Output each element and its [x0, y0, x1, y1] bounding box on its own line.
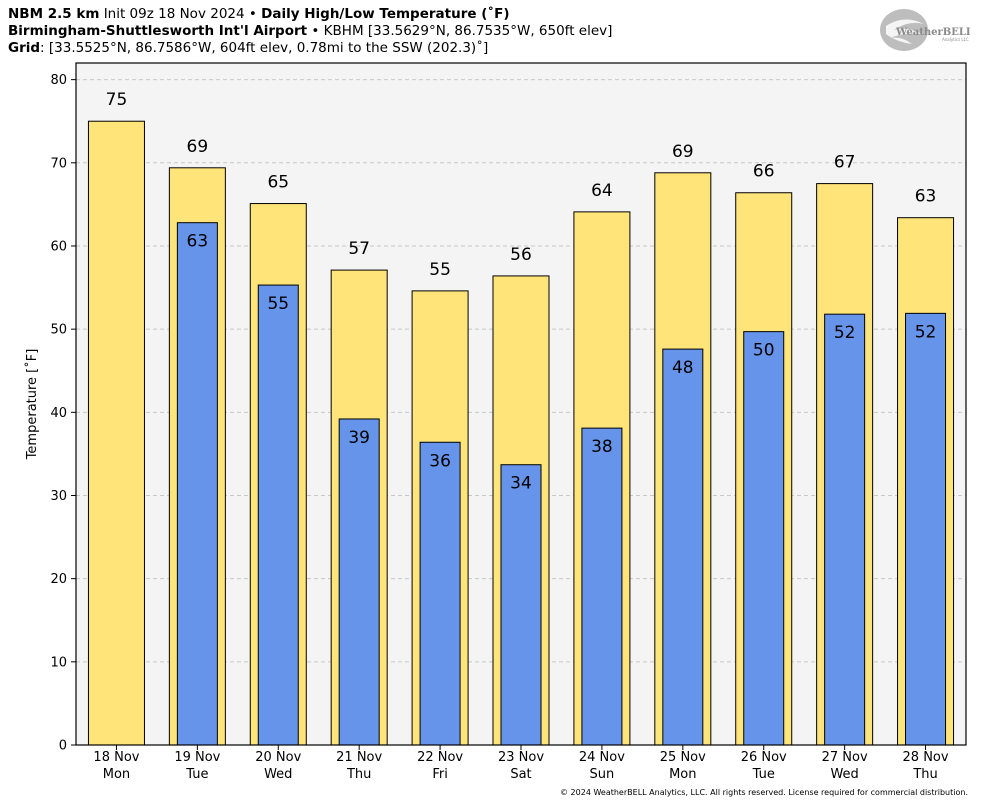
logo-text-line1: WeatherBELL	[895, 27, 970, 38]
x-tick-date: 25 Nov	[660, 750, 706, 765]
low-bar	[824, 313, 866, 746]
low-bar	[662, 348, 704, 746]
model-name: NBM 2.5 km	[8, 6, 100, 22]
copyright-notice: © 2024 WeatherBELL Analytics, LLC. All r…	[560, 788, 968, 797]
x-tick-day: Tue	[752, 767, 775, 782]
x-tick-day: Thu	[912, 767, 937, 782]
x-tick-day: Tue	[185, 767, 208, 782]
low-bar	[257, 284, 299, 746]
x-tick-date: 23 Nov	[498, 750, 544, 765]
x-tick-day: Sat	[510, 767, 531, 782]
station-info: KBHM [33.5629°N, 86.7535°W, 650ft elev]	[323, 23, 613, 39]
x-tick-date: 28 Nov	[903, 750, 949, 765]
x-tick-date: 22 Nov	[417, 750, 463, 765]
low-bar	[905, 312, 947, 746]
x-tick-date: 24 Nov	[579, 750, 625, 765]
low-bar	[419, 441, 461, 746]
low-value-label: 63	[187, 232, 209, 252]
high-value-label: 64	[591, 181, 613, 201]
high-value-label: 63	[915, 187, 937, 207]
grid-label: Grid	[8, 40, 41, 56]
x-axis: 18 Nov Mon 19 Nov Tue 20 Nov Wed 21 Nov Thu 22 N…	[93, 745, 949, 782]
x-tick-day: Wed	[264, 767, 292, 782]
x-tick-day: Fri	[432, 767, 448, 782]
low-bar	[176, 222, 218, 746]
x-tick-date: 20 Nov	[255, 750, 301, 765]
y-axis: 0 10 20 30 40 50 60 70 80	[50, 73, 76, 754]
low-value-label: 55	[267, 294, 289, 314]
header-line-model: NBM 2.5 km Init 09z 18 Nov 2024 • Daily …	[8, 6, 510, 23]
low-value-label: 50	[753, 341, 775, 361]
y-tick-label: 40	[50, 406, 67, 421]
x-tick-date: 21 Nov	[336, 750, 382, 765]
low-bar	[338, 418, 380, 746]
low-bar	[500, 464, 542, 746]
low-value-label: 38	[591, 437, 613, 457]
x-tick-day: Wed	[830, 767, 858, 782]
high-value-label: 69	[672, 142, 694, 162]
header-line-grid: Grid: [33.5525°N, 86.7586°W, 604ft elev,…	[8, 40, 488, 57]
low-value-label: 36	[429, 451, 451, 471]
station-name: Birmingham-Shuttlesworth Int'l Airport	[8, 23, 308, 39]
y-tick-label: 0	[59, 739, 67, 754]
product-title: Daily High/Low Temperature (˚F)	[261, 6, 510, 22]
init-time: Init 09z 18 Nov 2024	[103, 6, 245, 22]
high-bar	[87, 120, 145, 746]
separator: •	[311, 23, 320, 39]
low-value-label: 48	[672, 358, 694, 378]
high-value-label: 65	[267, 173, 289, 193]
x-tick-date: 18 Nov	[93, 750, 139, 765]
grid-info: : [33.5525°N, 86.7586°W, 604ft elev, 0.7…	[40, 40, 489, 56]
bars	[87, 120, 955, 746]
x-tick-date: 19 Nov	[174, 750, 220, 765]
header-line-station: Birmingham-Shuttlesworth Int'l Airport •…	[8, 23, 612, 40]
x-tick-date: 27 Nov	[822, 750, 868, 765]
low-value-label: 34	[510, 474, 532, 494]
separator: •	[248, 6, 257, 22]
low-value-label: 52	[915, 322, 937, 342]
high-value-label: 67	[834, 153, 856, 173]
y-tick-label: 80	[50, 73, 67, 88]
y-tick-label: 20	[50, 572, 67, 587]
high-value-label: 56	[510, 245, 532, 265]
high-value-label: 55	[429, 260, 451, 280]
x-tick-day: Thu	[346, 767, 371, 782]
high-value-label: 66	[753, 162, 775, 182]
weatherbell-logo: WeatherBELL Analytics LLC	[880, 9, 970, 51]
plot-frame	[75, 62, 967, 746]
low-bar	[743, 331, 785, 746]
value-labels: 75 69 63 65 55 57 39 55 36 56 34 64 38 69 48 66 50 67 52 63…	[106, 90, 937, 493]
low-value-label: 52	[834, 323, 856, 343]
y-tick-label: 10	[50, 655, 67, 670]
y-tick-label: 60	[50, 239, 67, 254]
low-bar	[581, 427, 623, 746]
y-tick-label: 30	[50, 489, 67, 504]
high-value-label: 69	[187, 137, 209, 157]
x-tick-day: Sun	[590, 767, 615, 782]
low-value-label: 39	[348, 428, 370, 448]
high-value-label: 57	[348, 239, 370, 259]
y-tick-label: 50	[50, 323, 67, 338]
y-tick-label: 70	[50, 156, 67, 171]
logo-text-line2: Analytics LLC	[942, 37, 969, 42]
y-axis-label: Temperature [˚F]	[24, 349, 40, 461]
x-tick-date: 26 Nov	[741, 750, 787, 765]
high-value-label: 75	[106, 90, 128, 110]
x-tick-day: Mon	[669, 767, 696, 782]
x-tick-day: Mon	[103, 767, 130, 782]
